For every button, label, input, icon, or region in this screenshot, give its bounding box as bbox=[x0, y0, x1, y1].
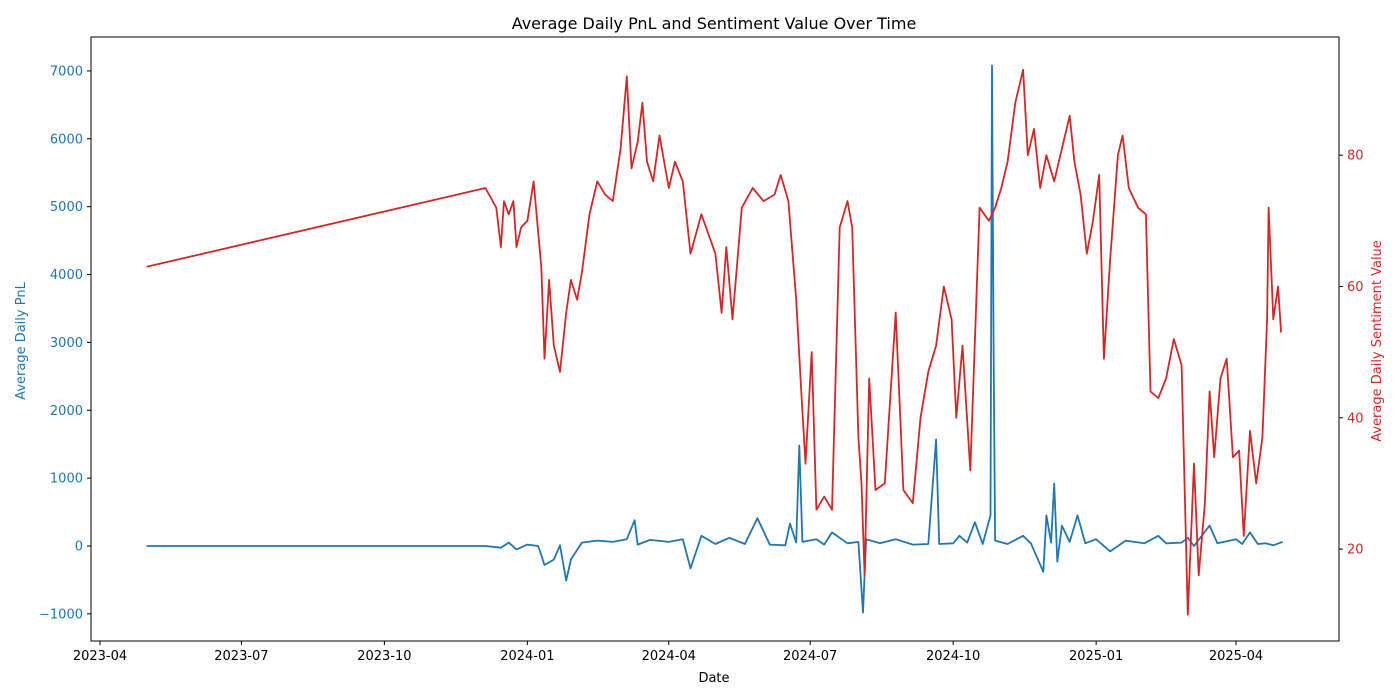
pnl-line-layer bbox=[146, 64, 1283, 614]
x-tick-label: 2024-04 bbox=[642, 649, 696, 664]
y-left-tick-label: 0 bbox=[75, 539, 83, 554]
x-tick-label: 2024-01 bbox=[500, 649, 554, 664]
y-left-tick-label: 7000 bbox=[50, 64, 83, 79]
pnl-series-line bbox=[146, 64, 1283, 614]
y-axis-left-title: Average Daily PnL bbox=[14, 281, 29, 399]
y-left-tick-label: 1000 bbox=[50, 472, 83, 487]
x-tick-label: 2023-04 bbox=[73, 649, 127, 664]
x-tick-label: 2025-01 bbox=[1069, 649, 1123, 664]
x-tick-label: 2025-04 bbox=[1209, 649, 1263, 664]
y-left-tick-label: 3000 bbox=[50, 336, 83, 351]
x-tick-label: 2023-07 bbox=[214, 649, 268, 664]
y-left-tick-label: 6000 bbox=[50, 132, 83, 147]
y-right-tick-label: 60 bbox=[1347, 280, 1364, 295]
x-tick-label: 2024-10 bbox=[926, 649, 980, 664]
sentiment-series-line bbox=[146, 68, 1282, 616]
plot-area bbox=[90, 36, 1340, 642]
chart-title: Average Daily PnL and Sentiment Value Ov… bbox=[512, 14, 917, 33]
y-left-tick-label: −1000 bbox=[39, 607, 83, 622]
y-left-tick-label: 2000 bbox=[50, 404, 83, 419]
y-axis-left: −1000 0 1000 2000 3000 4000 5000 6000 7000 bbox=[39, 64, 91, 622]
y-axis-right-title: Average Daily Sentiment Value bbox=[1370, 240, 1385, 442]
x-axis: 2023-04 2023-07 2023-10 2024-01 2024-04 2024-… bbox=[73, 641, 1263, 664]
y-right-tick-label: 20 bbox=[1347, 543, 1364, 558]
sentiment-line-layer bbox=[146, 68, 1282, 616]
y-right-tick-label: 40 bbox=[1347, 411, 1364, 426]
x-tick-label: 2023-10 bbox=[357, 649, 411, 664]
y-axis-right: 20 40 60 80 bbox=[1339, 149, 1364, 558]
y-right-tick-label: 80 bbox=[1347, 149, 1364, 164]
x-tick-label: 2024-07 bbox=[783, 649, 837, 664]
y-left-tick-label: 4000 bbox=[50, 268, 83, 283]
plot-frame bbox=[90, 36, 1340, 642]
x-axis-title: Date bbox=[698, 671, 729, 686]
y-left-tick-label: 5000 bbox=[50, 200, 83, 215]
